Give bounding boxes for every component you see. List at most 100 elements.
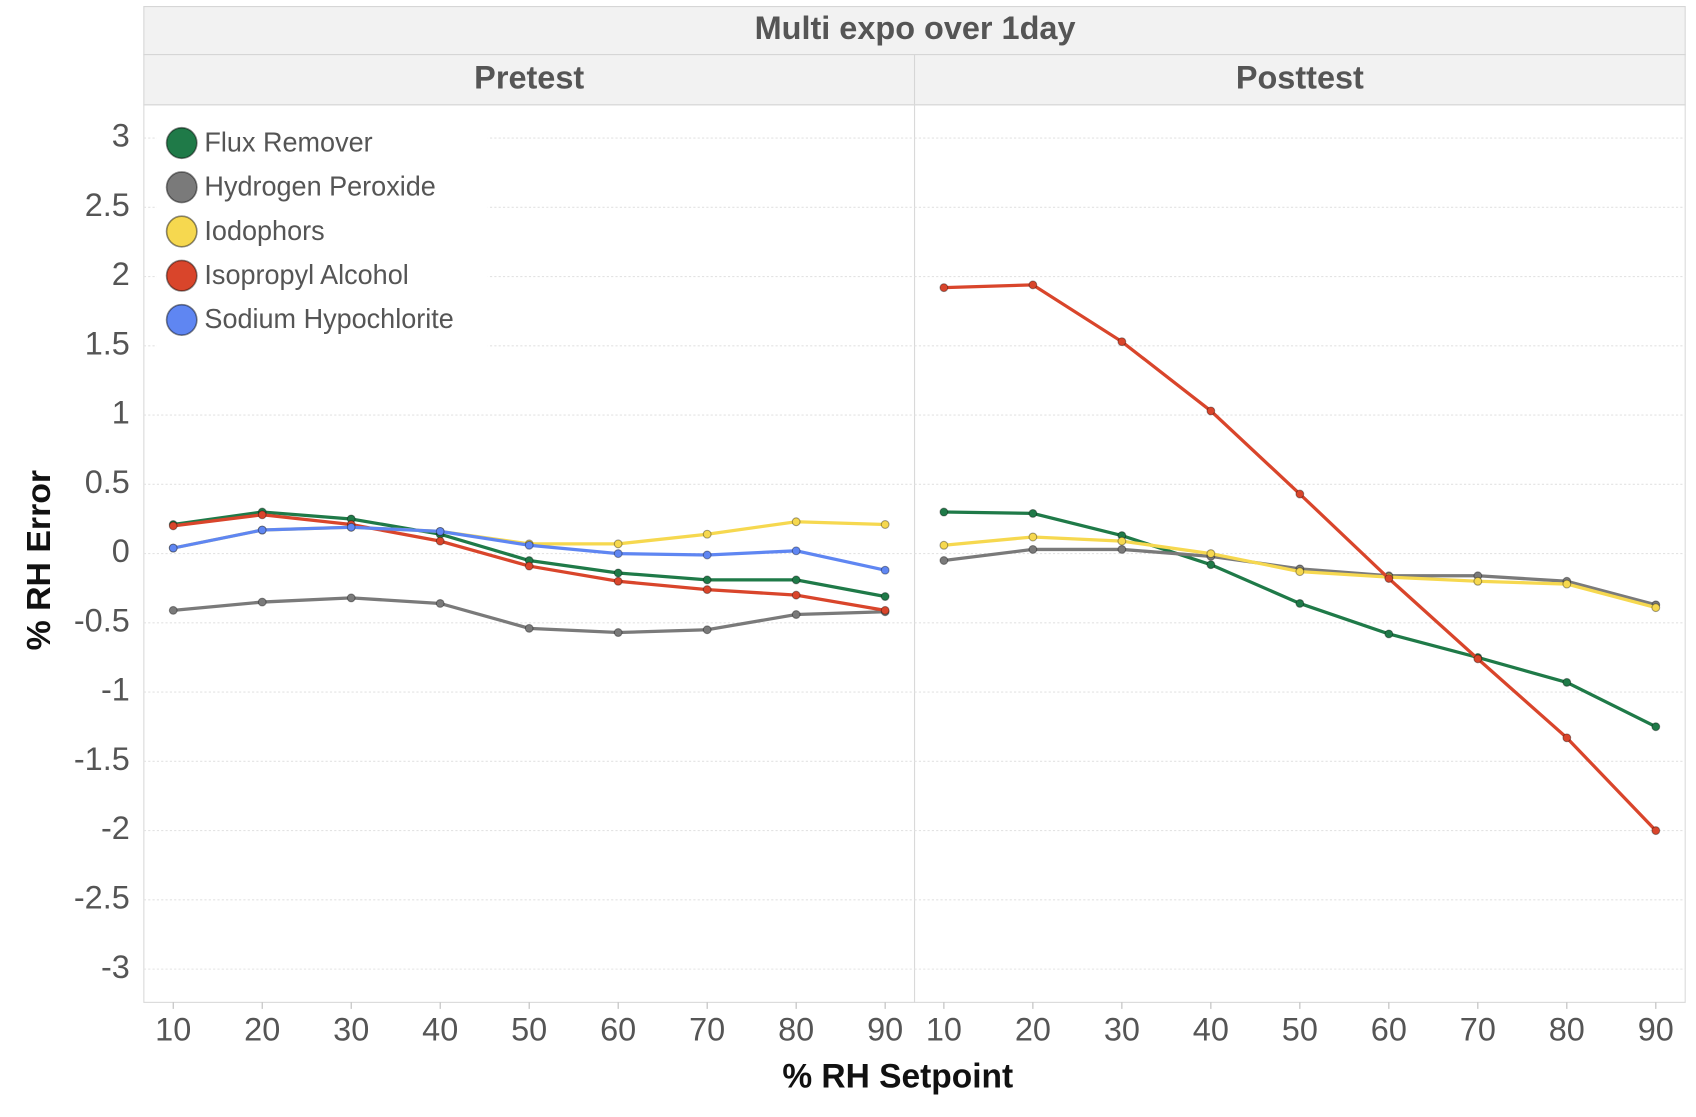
data-point [791,546,801,556]
x-tick-label: 90 [1638,1010,1674,1047]
data-point [1651,603,1661,613]
data-point [702,575,712,585]
data-point [1384,629,1394,639]
data-point [524,540,534,550]
x-tick-label: 20 [1015,1010,1051,1047]
x-tick-label: 30 [333,1010,369,1047]
data-point [1384,574,1394,583]
legend-label: Isopropyl Alcohol [204,259,408,290]
data-point [791,590,801,600]
data-point [1651,722,1661,732]
data-point [939,507,949,517]
y-tick-label: -2 [101,809,130,846]
x-tick-label: 10 [155,1010,191,1047]
data-point [613,539,623,549]
data-point [257,525,267,535]
panel-strip [143,54,916,106]
x-tick-label: 40 [1193,1010,1229,1047]
data-point [168,543,178,553]
data-point [1206,549,1216,559]
data-point [435,598,445,608]
y-tick-label: -0.5 [74,601,130,638]
x-tick-label: 70 [1460,1010,1496,1047]
data-point [880,565,890,575]
panel-title: Pretest [474,58,584,95]
data-point [791,575,801,585]
data-point [1028,280,1038,290]
y-tick-label: -2.5 [74,878,130,915]
data-point [1473,576,1483,586]
y-tick-label: -3 [101,948,130,985]
data-point [939,556,949,565]
data-point [939,283,949,293]
y-tick-label: 0.5 [85,463,130,500]
chart-title: Multi expo over 1day [755,9,1076,46]
data-point [1562,579,1572,589]
data-point [257,510,267,520]
x-tick-label: 30 [1104,1010,1140,1047]
data-point [1028,508,1038,518]
data-point [1117,536,1127,546]
data-point [880,592,890,602]
data-point [524,561,534,571]
data-point [1651,826,1661,836]
data-point [1295,489,1305,499]
data-point [880,605,890,615]
data-point [168,605,178,615]
legend-label: Iodophors [204,215,324,246]
y-tick-label: 2.5 [85,186,130,223]
legend-label: Flux Remover [204,126,372,157]
data-point [435,526,445,536]
x-tick-label: 20 [244,1010,280,1047]
data-point [1473,654,1483,664]
data-point [1117,544,1127,554]
title-strip [143,6,1686,56]
panel-title: Posttest [1236,58,1364,95]
x-tick-label: 80 [1549,1010,1585,1047]
data-point [702,529,712,539]
x-tick-label: 50 [1282,1010,1318,1047]
data-point [613,568,623,578]
y-tick-label: 0 [112,532,130,569]
data-point [702,550,712,560]
x-tick-label: 70 [689,1010,725,1047]
legend-label: Sodium Hypochlorite [204,303,453,334]
data-point [1206,560,1216,570]
panel-strip [913,54,1686,106]
data-point [939,540,949,550]
series-line [943,547,1657,607]
y-tick-label: -1.5 [74,740,130,777]
legend-swatch [165,171,198,204]
x-tick-label: 60 [1371,1010,1407,1047]
legend-swatch [165,126,198,160]
legend-box [156,117,488,348]
y-axis-title: % RH Error [21,470,58,650]
data-point [1206,406,1216,416]
data-point [1028,544,1038,554]
data-point [613,576,623,586]
data-point [346,593,356,603]
data-point [702,585,712,595]
series-line [943,283,1657,832]
data-point [168,521,178,531]
data-point [524,623,534,633]
data-point [1117,337,1127,347]
data-point [1562,677,1572,687]
data-point [1295,598,1305,608]
x-tick-label: 10 [926,1010,962,1047]
x-axis-title: % RH Setpoint [782,1059,1013,1096]
legend-swatch [165,215,198,248]
data-point [435,536,445,546]
data-point [702,625,712,635]
data-point [1562,733,1572,743]
x-tick-label: 60 [600,1010,636,1047]
x-tick-label: 90 [867,1010,903,1047]
x-tick-label: 80 [778,1010,814,1047]
legend-swatch [165,259,198,292]
data-point [613,549,623,559]
data-point [880,520,890,529]
y-tick-label: -1 [101,671,130,708]
x-tick-label: 40 [422,1010,458,1047]
data-point [613,628,623,638]
